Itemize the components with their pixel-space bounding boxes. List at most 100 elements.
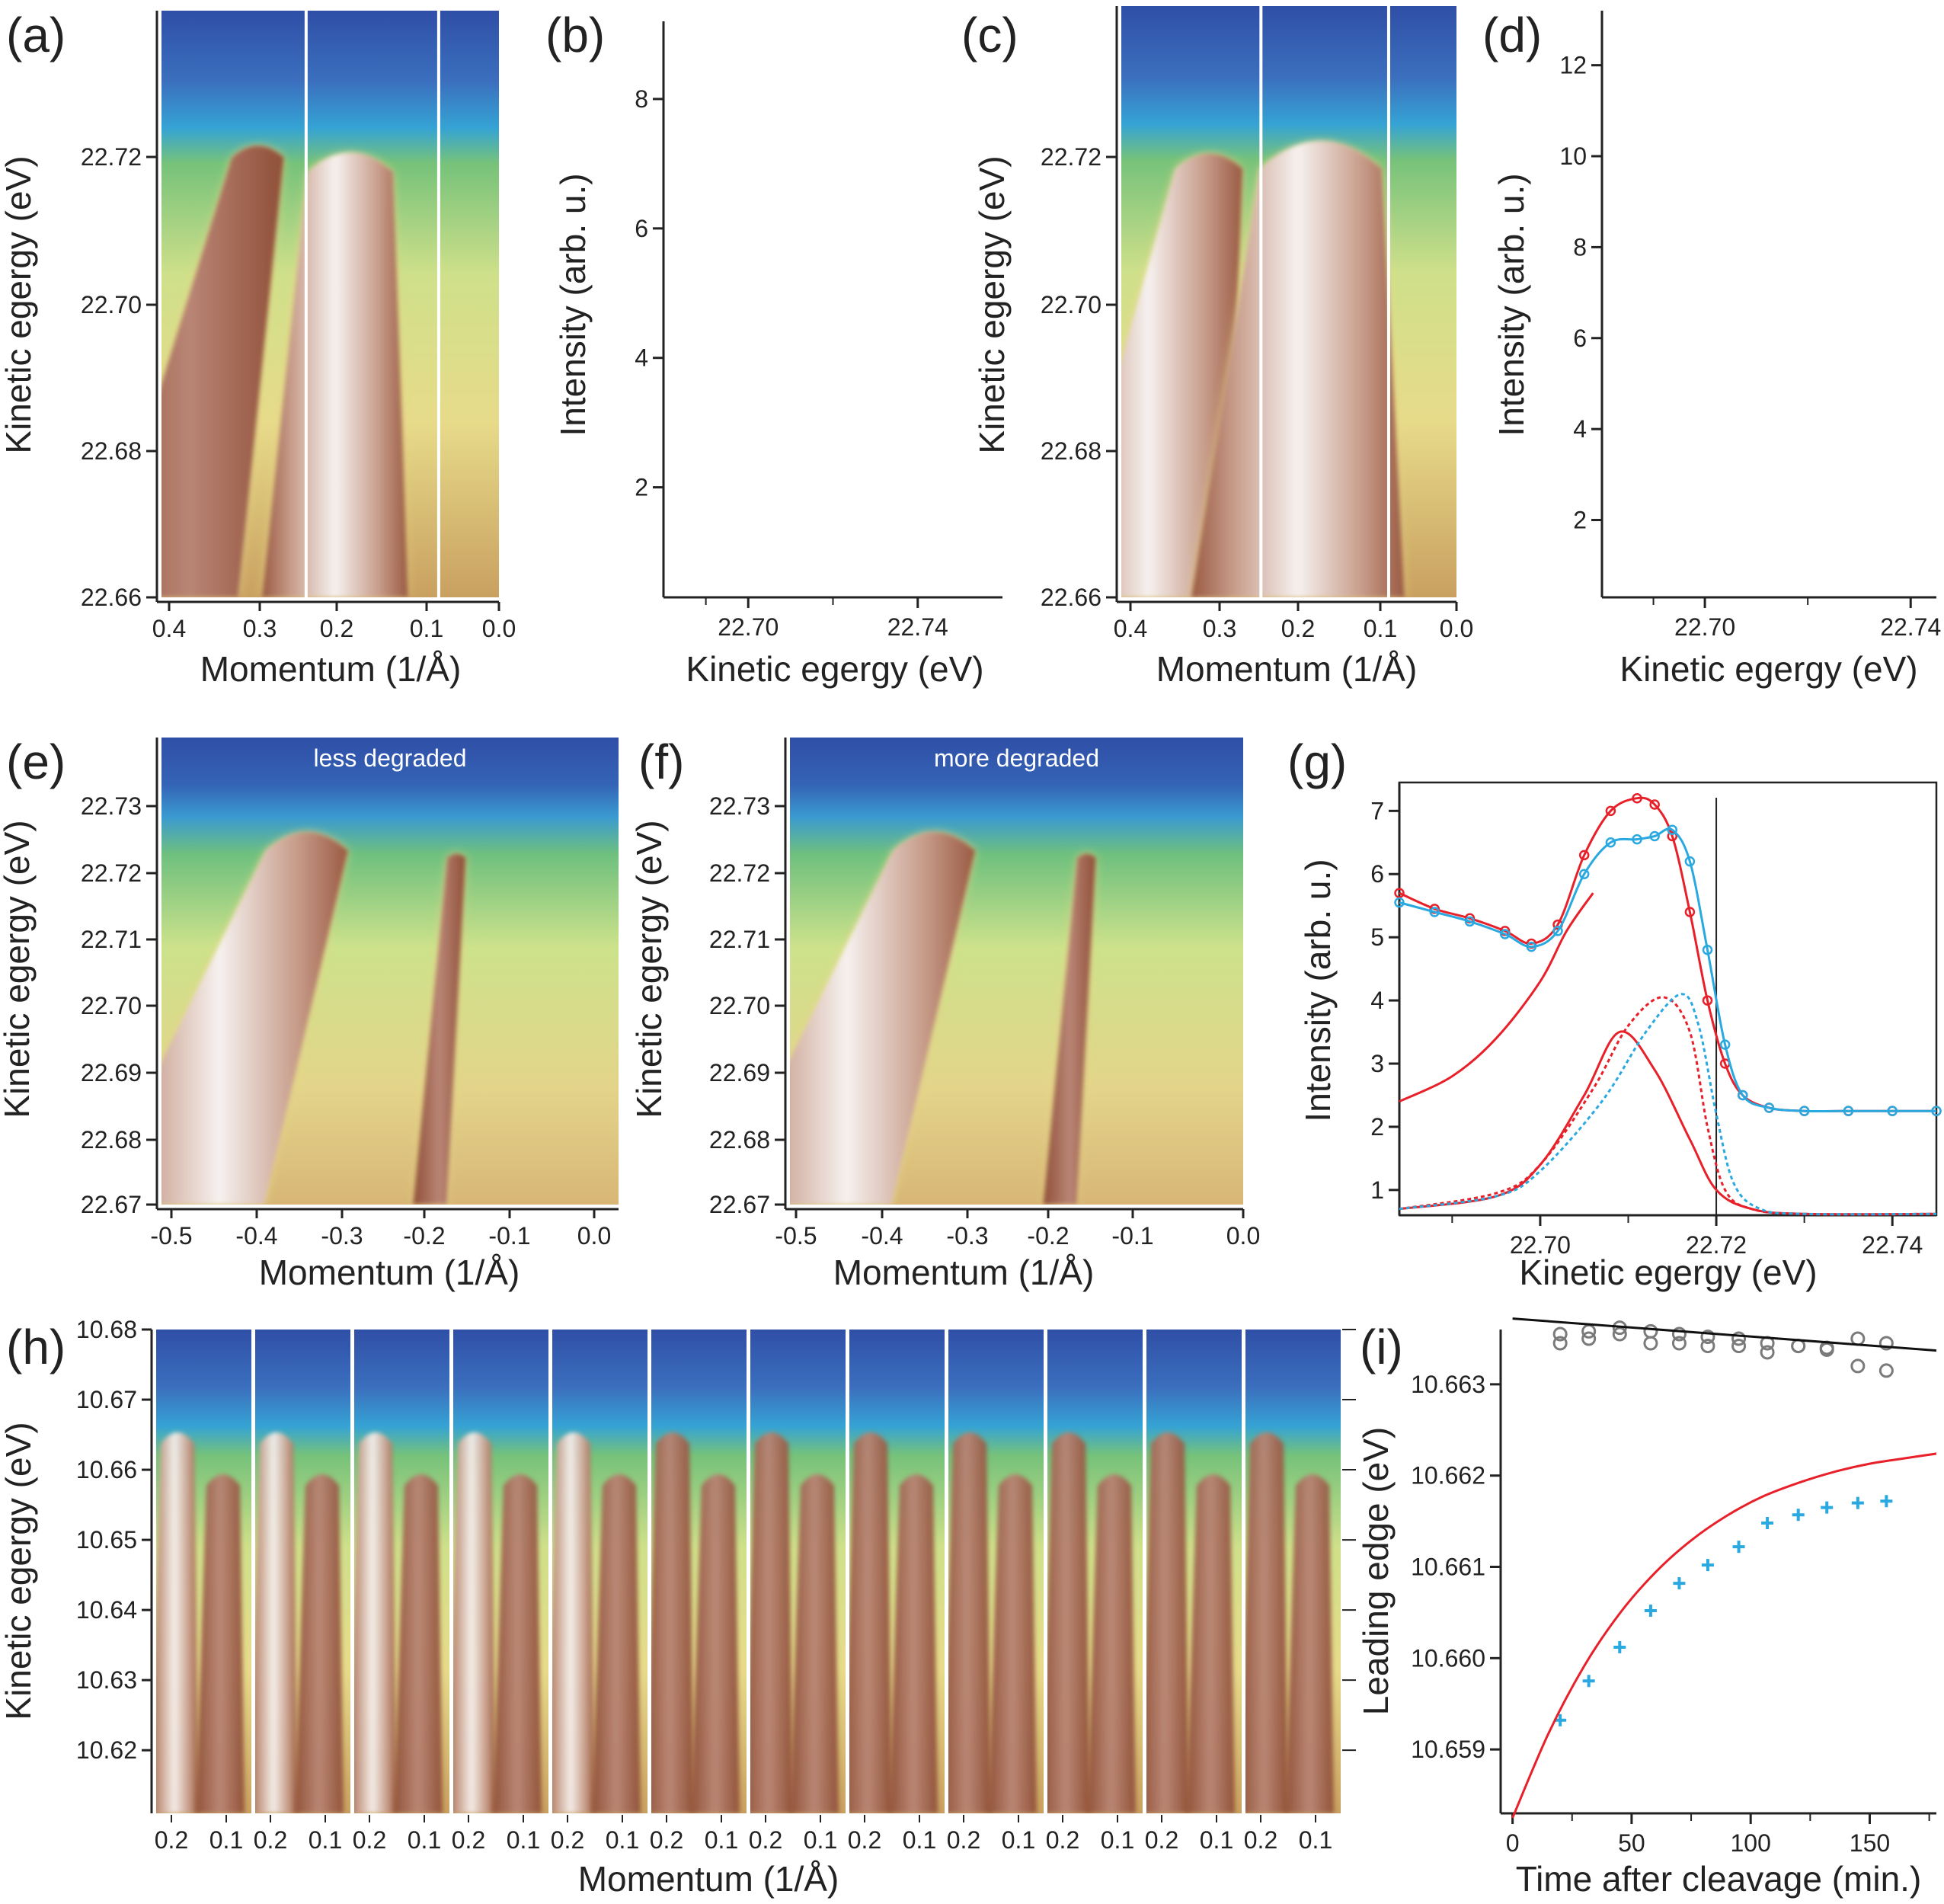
data-point xyxy=(1778,311,1786,319)
data-point xyxy=(1394,888,1405,898)
heatmap-image xyxy=(161,738,619,1205)
strip-image xyxy=(849,1330,945,1813)
x-tick-label: 0.0 xyxy=(577,1222,611,1250)
x-axis-label: Momentum (1/Å) xyxy=(578,1859,839,1899)
data-point xyxy=(1623,130,1632,138)
data-point xyxy=(795,140,804,149)
y-tick-label: 22.70 xyxy=(709,992,770,1019)
series-2-line xyxy=(1399,892,1594,1103)
plus-marker xyxy=(1732,1541,1745,1554)
x-tick-label: 0.1 xyxy=(1200,1826,1233,1854)
data-point xyxy=(1675,102,1683,110)
strip-9: 0.2 0.1 xyxy=(947,1330,1044,1854)
x-tick-label: 0 xyxy=(1506,1829,1520,1857)
band-1 xyxy=(161,146,284,597)
strip-image xyxy=(1047,1330,1143,1813)
x-tick-label: 0.0 xyxy=(482,615,516,642)
data-point xyxy=(1824,587,1833,595)
series-5-line xyxy=(1399,993,1937,1216)
x-tick-label: -0.3 xyxy=(946,1222,988,1250)
x-tick-label: 0.2 xyxy=(254,1826,287,1854)
strip-image xyxy=(156,1330,251,1813)
y-tick-label: 4 xyxy=(1573,415,1587,443)
data-point xyxy=(1763,1102,1775,1113)
data-point xyxy=(999,587,1007,595)
x-tick-label: 0.1 xyxy=(903,1826,936,1854)
y-tick-label: 10.67 xyxy=(76,1386,137,1413)
circle-marker xyxy=(1581,1331,1597,1346)
y-tick-label: 22.68 xyxy=(81,437,142,465)
y-tick-label: 22.67 xyxy=(709,1191,770,1218)
data-point xyxy=(1788,479,1796,488)
data-point xyxy=(1737,22,1745,30)
y-tick-label: 2 xyxy=(1573,507,1587,534)
x-tick-label: 22.74 xyxy=(887,613,948,641)
x-axis-label: Momentum (1/Å) xyxy=(259,1253,520,1292)
x-tick-label: 0.2 xyxy=(749,1826,782,1854)
y-tick-label: 10.659 xyxy=(1411,1736,1485,1763)
y-axis-label: Kinetic egergy (eV) xyxy=(972,155,1012,453)
data-point xyxy=(702,124,710,133)
x-tick-label: 0.1 xyxy=(410,615,443,642)
data-point xyxy=(1799,562,1807,570)
data-point xyxy=(1719,1039,1731,1050)
band-1 xyxy=(1043,853,1096,1205)
data-point xyxy=(1722,43,1730,51)
strip-band-1 xyxy=(1047,1432,1090,1813)
strip-image xyxy=(1245,1330,1341,1813)
panel-label: (d) xyxy=(1482,8,1542,62)
series-0-fit xyxy=(1399,796,1936,1113)
x-tick-label: 0.2 xyxy=(1046,1826,1079,1854)
strip-band-1 xyxy=(651,1432,694,1813)
panel-b: 8 6 4 2 22.70 22.74 (b) Intensity (arb. u.) Kine… xyxy=(545,8,1007,689)
panel-label: (b) xyxy=(545,8,605,62)
y-tick-label: 22.71 xyxy=(709,926,770,953)
y-tick-label: 4 xyxy=(635,344,648,372)
y-tick-label: 10 xyxy=(1559,142,1587,170)
x-tick-label: 0.2 xyxy=(650,1826,683,1854)
strip-band-1 xyxy=(1146,1432,1189,1813)
data-point xyxy=(1684,907,1696,917)
data-point xyxy=(1667,830,1678,842)
panel-label: (a) xyxy=(6,8,66,62)
y-tick-label: 5 xyxy=(1370,923,1384,951)
y-tick-label: 22.68 xyxy=(709,1126,770,1154)
x-tick-label: -0.5 xyxy=(150,1222,192,1250)
strip-image xyxy=(750,1330,846,1813)
data-point xyxy=(1649,116,1658,124)
x-tick-label: 0.3 xyxy=(1203,615,1236,642)
data-point xyxy=(956,587,964,595)
y-tick-label: 10.63 xyxy=(76,1666,137,1694)
strip-image xyxy=(552,1330,647,1813)
x-tick-label: 0.4 xyxy=(1114,615,1147,642)
y-tick-label: 22.70 xyxy=(81,291,142,318)
y-tick-label: 10.62 xyxy=(76,1736,137,1764)
y-tick-label: 10.663 xyxy=(1411,1371,1485,1398)
series-3-line xyxy=(1399,1030,1937,1216)
data-point xyxy=(778,111,786,120)
strip-6: 0.2 0.1 xyxy=(650,1330,747,1854)
plus-marker xyxy=(1880,1495,1893,1508)
y-tick-label: 1 xyxy=(1370,1176,1384,1204)
strip-band-2 xyxy=(1186,1474,1235,1813)
y-tick-label: 22.72 xyxy=(81,143,142,171)
band-2 xyxy=(161,832,348,1205)
x-tick-label: 100 xyxy=(1731,1829,1771,1857)
data-point xyxy=(723,150,731,158)
x-axis-label: Kinetic egergy (eV) xyxy=(1619,649,1917,689)
y-tick-label: 6 xyxy=(1370,860,1384,888)
strip-image xyxy=(255,1330,350,1813)
panel-g: 7 6 5 4 3 2 1 22.70 22.72 22.74 (g) Intensity (arb.… xyxy=(1287,734,1942,1292)
x-tick-label: -0.5 xyxy=(775,1222,817,1250)
x-tick-label: 0.1 xyxy=(705,1826,738,1854)
x-tick-label: 0.1 xyxy=(804,1826,837,1854)
y-tick-label: 22.72 xyxy=(81,859,142,887)
y-axis-label: Kinetic egergy (eV) xyxy=(0,1422,38,1720)
series-4-line xyxy=(1511,1452,1937,1819)
x-tick-label: 0.1 xyxy=(1364,615,1397,642)
x-tick-label: -0.2 xyxy=(1027,1222,1069,1250)
x-tick-label: 0.0 xyxy=(1440,615,1473,642)
data-point xyxy=(1632,792,1642,804)
series-3-line xyxy=(1512,1317,1937,1352)
